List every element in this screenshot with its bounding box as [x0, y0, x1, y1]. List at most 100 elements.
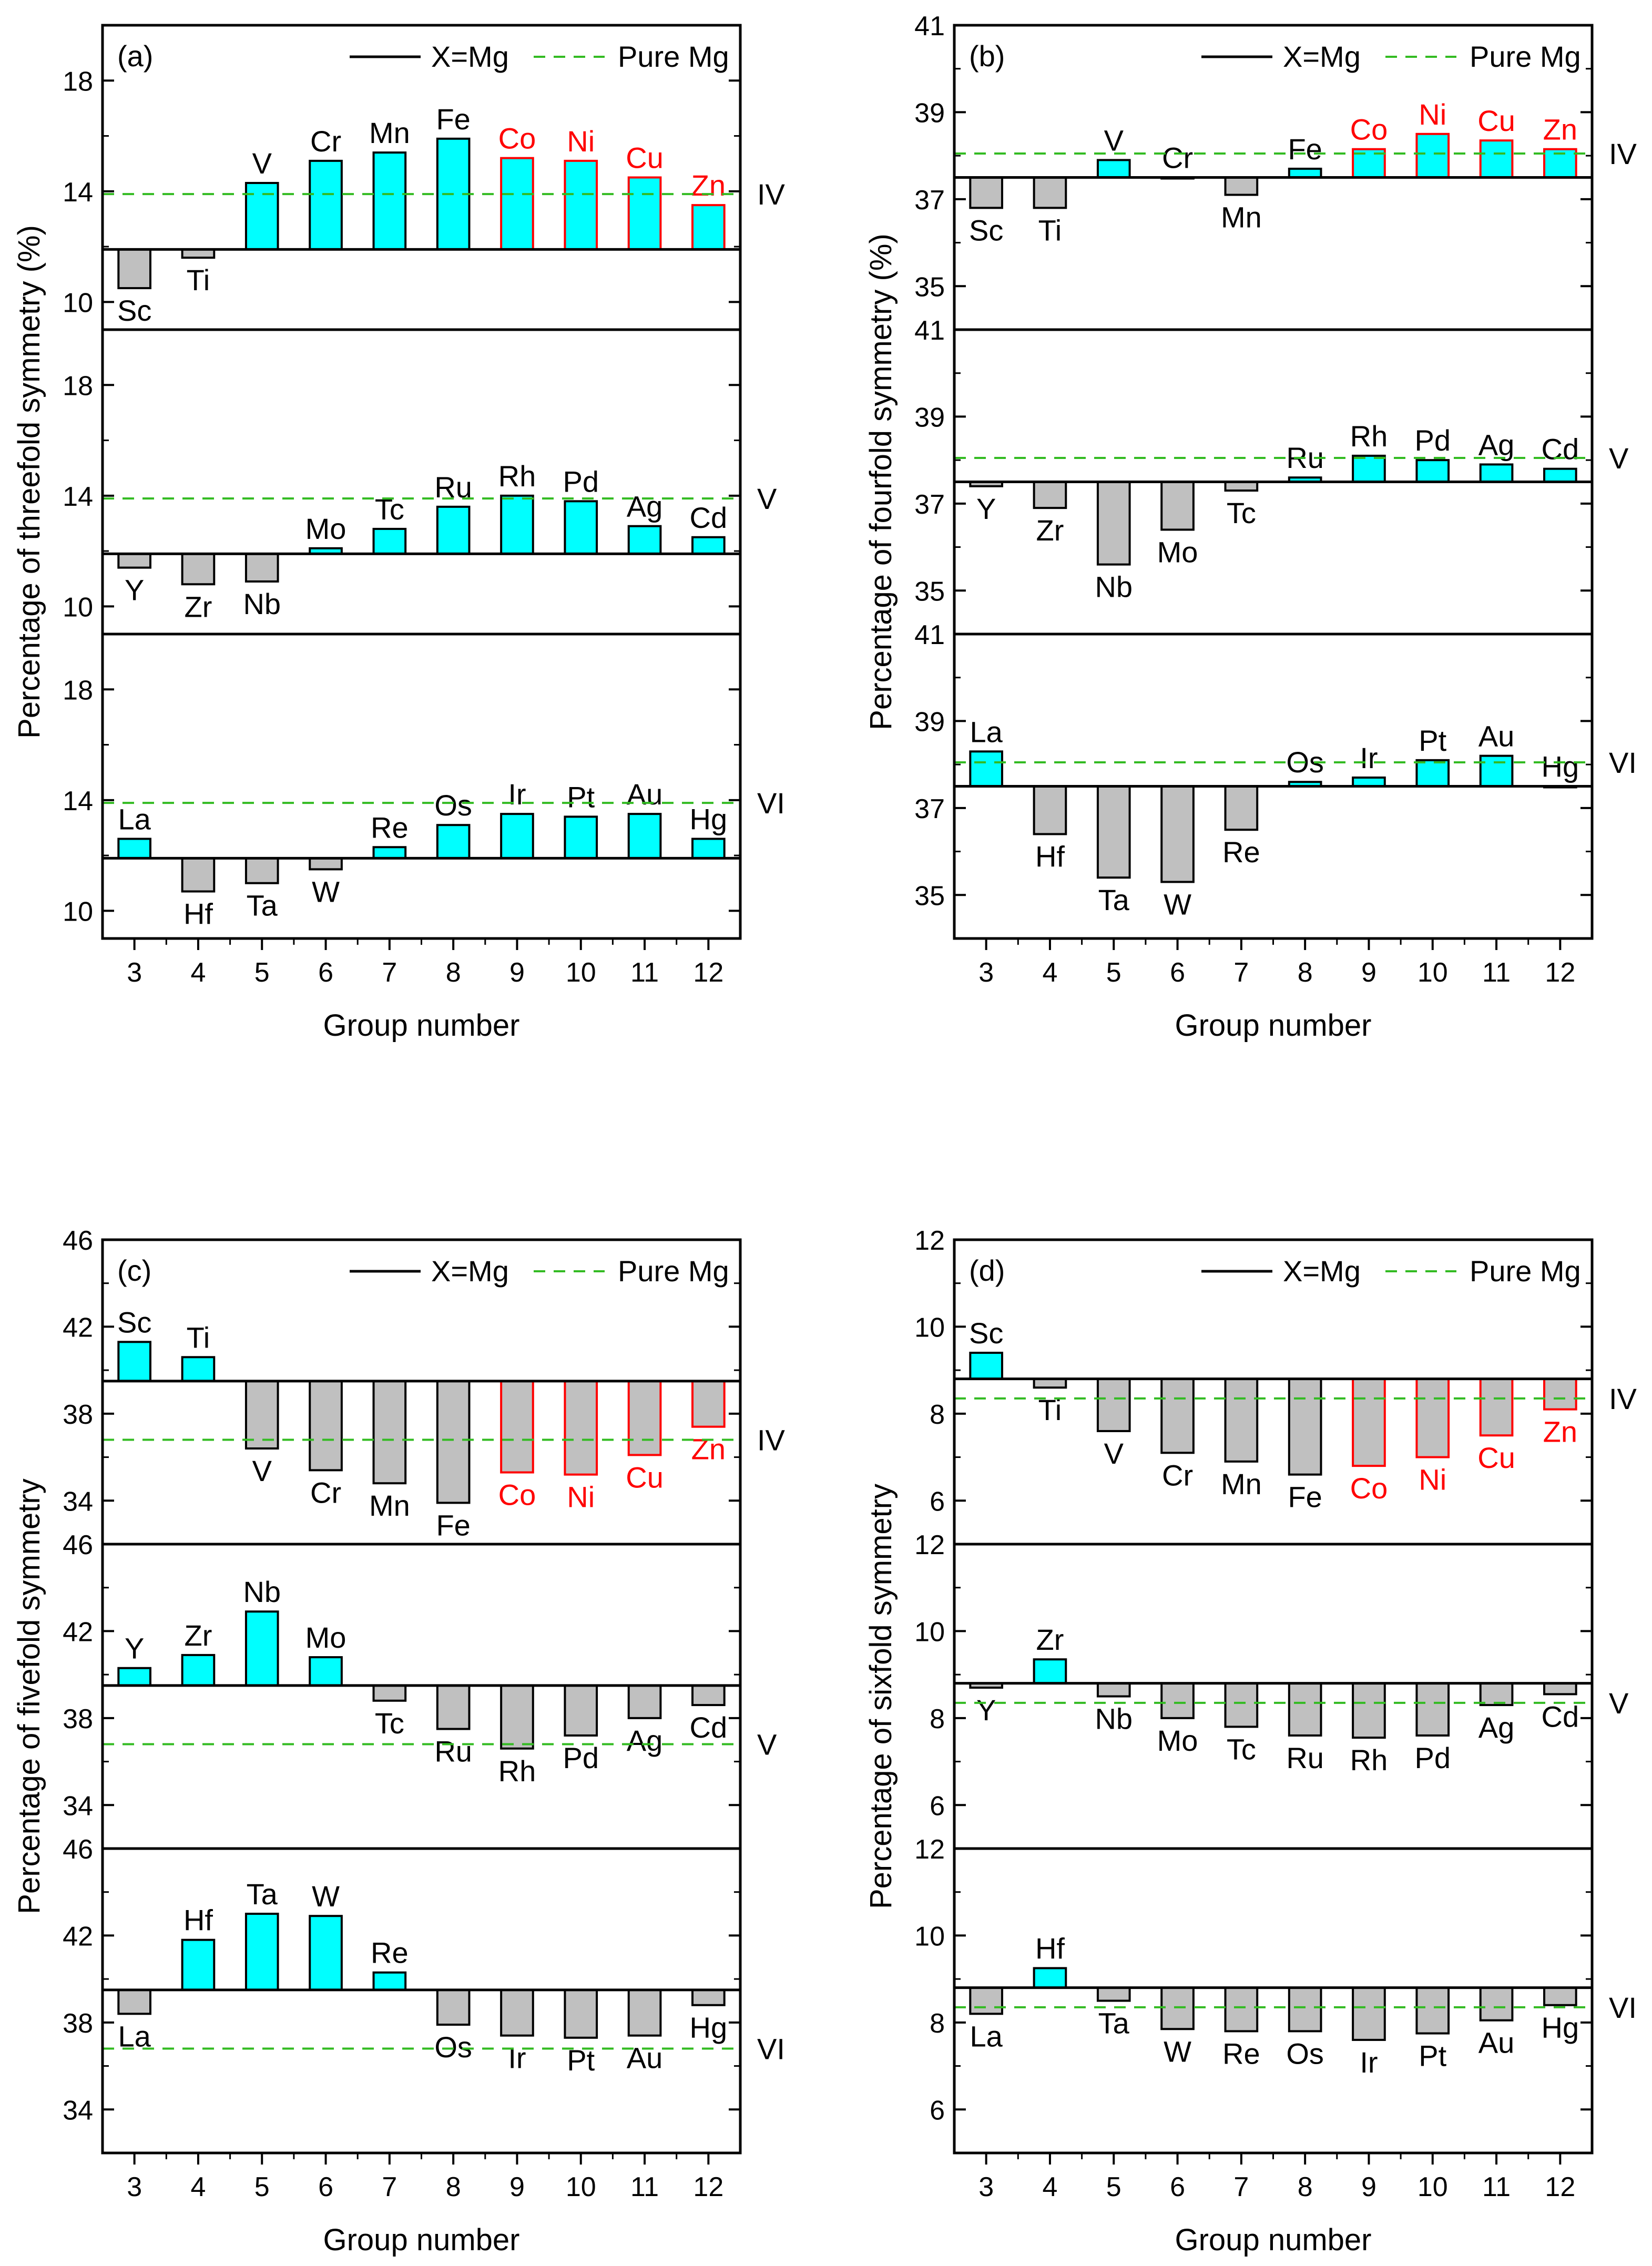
row-VI: La Hf Ta W Re Os Ir Pt Au Hg 6 8 10 12 VI	[914, 1834, 1637, 2155]
bar-Hf	[1033, 1967, 1067, 1989]
element-label-Sc: Sc	[969, 1316, 1003, 1350]
element-label-Rh: Rh	[1350, 420, 1388, 453]
legend-dashed-label: Pure Mg	[618, 1254, 729, 1288]
bar-Sc	[969, 1352, 1003, 1380]
element-label-Zr: Zr	[1036, 514, 1064, 547]
x-tick-label: 6	[1170, 2172, 1185, 2202]
x-tick-label: 11	[630, 957, 659, 988]
bar-Hf	[181, 857, 216, 893]
y-tick-label: 6	[930, 2095, 945, 2126]
x-tick-label: 11	[630, 2172, 659, 2202]
bar-Pd	[1415, 459, 1450, 483]
bar-Au	[1479, 754, 1514, 788]
element-label-Fe: Fe	[1288, 132, 1322, 166]
y-tick-label: 38	[63, 1704, 93, 1734]
y-tick-label: 37	[914, 489, 945, 520]
element-label-Tc: Tc	[375, 1707, 404, 1740]
element-label-Pt: Pt	[1419, 2039, 1446, 2073]
y-tick-label: 34	[63, 1486, 93, 1517]
element-label-Cr: Cr	[310, 125, 341, 158]
element-label-Au: Au	[1478, 720, 1515, 753]
bar-Rh	[1352, 1682, 1386, 1739]
bar-Rh	[500, 494, 534, 555]
y-tick-label: 8	[930, 2008, 945, 2039]
x-tick-label: 4	[190, 957, 206, 988]
element-label-Ta: Ta	[247, 1877, 278, 1911]
element-label-V: V	[1104, 1437, 1124, 1470]
x-tick-label: 5	[254, 957, 270, 988]
element-label-Y: Y	[976, 1693, 996, 1727]
y-tick-label: 35	[914, 576, 945, 607]
y-tick-label: 6	[930, 1486, 945, 1517]
x-tick-label: 8	[1298, 957, 1313, 988]
row-IV: Sc Ti V Cr Mn Fe Co Ni Cu Zn 35 37 39 41 IV	[914, 11, 1637, 331]
bar-Re	[1224, 1986, 1259, 2033]
bar-W	[1160, 1986, 1195, 2030]
bar-W	[309, 1915, 343, 1991]
legend-dashed-label: Pure Mg	[618, 40, 729, 73]
bar-Tc	[372, 527, 407, 555]
bar-Cr	[309, 1380, 343, 1472]
element-label-Mn: Mn	[1221, 201, 1262, 234]
legend: X=Mg Pure Mg	[350, 40, 729, 73]
x-axis-title: Group number	[1175, 2223, 1372, 2257]
bar-Ti	[1033, 176, 1067, 209]
y-tick-label: 14	[63, 177, 93, 208]
y-tick-label: 14	[63, 786, 93, 816]
x-tick-label: 11	[1482, 2172, 1511, 2202]
element-label-Ag: Ag	[1478, 428, 1515, 461]
element-label-Co: Co	[498, 122, 536, 155]
bar-Ir	[500, 1988, 534, 2037]
element-label-Cd: Cd	[1542, 433, 1579, 466]
bar-Re	[372, 846, 407, 860]
element-label-Ir: Ir	[508, 778, 526, 811]
element-label-Ti: Ti	[1038, 213, 1062, 247]
bar-Cd	[691, 1684, 726, 1707]
element-label-Hf: Hf	[183, 897, 213, 931]
x-tick-label: 6	[1170, 957, 1185, 988]
element-label-Pt: Pt	[1419, 724, 1446, 757]
bar-Ag	[627, 525, 662, 555]
element-label-Ag: Ag	[627, 1724, 663, 1757]
element-label-Re: Re	[371, 1936, 409, 1969]
element-label-W: W	[312, 1880, 340, 1913]
element-label-Mn: Mn	[369, 1489, 410, 1522]
element-label-Re: Re	[1222, 2037, 1260, 2070]
element-label-Mo: Mo	[1157, 535, 1198, 568]
bar-Nb	[1096, 481, 1131, 566]
bar-Mo	[1160, 481, 1195, 531]
element-label-Zr: Zr	[185, 1619, 212, 1652]
bar-W	[309, 857, 343, 871]
x-tick-label: 5	[1106, 957, 1121, 988]
bar-Co	[500, 157, 534, 251]
element-label-La: La	[118, 2019, 151, 2053]
bar-Mn	[1224, 176, 1259, 196]
x-tick-label: 10	[566, 957, 596, 988]
element-label-W: W	[1164, 887, 1191, 921]
element-label-Ta: Ta	[1098, 883, 1130, 916]
x-tick-label: 8	[1298, 2172, 1313, 2202]
bar-Ru	[436, 1684, 471, 1730]
bar-Re	[1224, 785, 1259, 831]
bar-Fe	[436, 1380, 471, 1504]
element-label-Sc: Sc	[969, 213, 1003, 247]
group-row-label: VI	[1609, 1991, 1637, 2024]
y-tick-label: 18	[63, 371, 93, 401]
element-label-Cu: Cu	[626, 1461, 664, 1494]
element-label-Sc: Sc	[117, 294, 151, 327]
bar-Y	[117, 1667, 151, 1687]
bar-Ir	[1352, 1986, 1386, 2041]
bar-Ni	[1415, 1377, 1450, 1458]
bar-Au	[627, 813, 662, 860]
element-label-Nb: Nb	[1095, 1702, 1133, 1736]
element-label-Cd: Cd	[1542, 1700, 1579, 1733]
element-label-Zn: Zn	[1543, 1415, 1577, 1448]
bar-Cu	[627, 176, 662, 251]
element-label-Co: Co	[498, 1478, 536, 1512]
element-label-Mo: Mo	[1157, 1724, 1198, 1757]
x-tick-label: 7	[1233, 2172, 1249, 2202]
y-tick-label: 12	[914, 1530, 945, 1560]
legend: X=Mg Pure Mg	[350, 1254, 729, 1288]
